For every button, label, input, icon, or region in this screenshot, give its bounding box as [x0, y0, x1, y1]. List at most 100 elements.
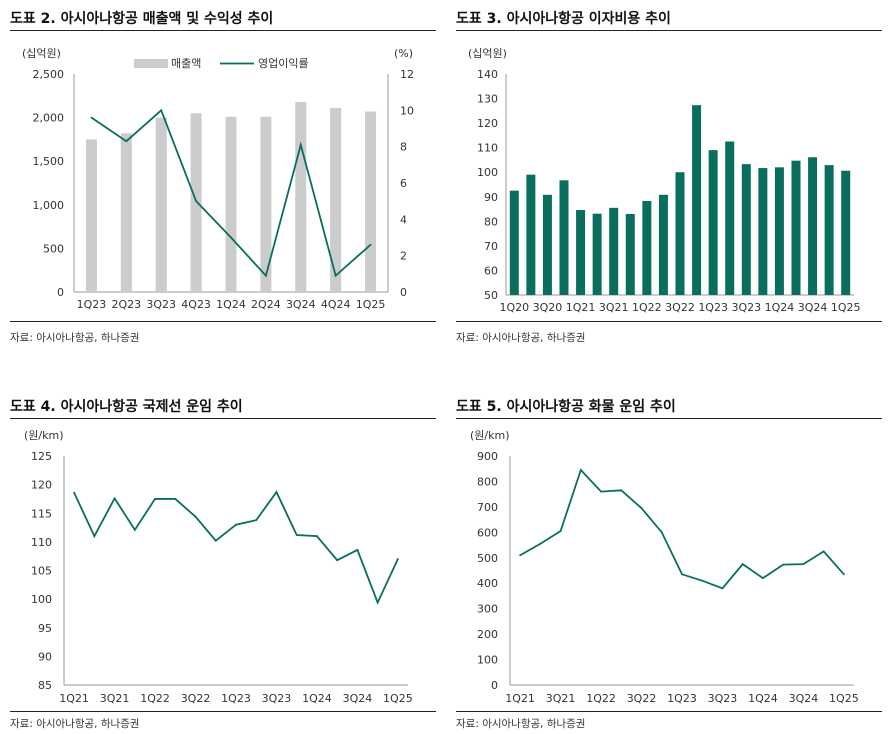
x-tick-label: 1Q23 — [221, 692, 251, 705]
data-point — [356, 548, 359, 551]
y-tick-label-left: 2,500 — [33, 68, 65, 81]
data-point — [519, 554, 522, 557]
legend-label-operating-margin: 영업이익률 — [258, 57, 309, 70]
bar-interest-expense — [609, 207, 619, 295]
source-note: 자료: 아시아나항공, 하나증권 — [10, 718, 140, 730]
y-tick-label: 90 — [484, 191, 498, 204]
y-tick-label-left: 0 — [57, 286, 64, 299]
line-intl-fare — [73, 490, 399, 605]
data-point — [235, 523, 237, 526]
data-point — [214, 539, 217, 542]
point-operating-margin — [125, 140, 128, 143]
x-tick-label: 3Q24 — [798, 301, 828, 314]
x-tick-label: 3Q21 — [599, 301, 629, 314]
data-point — [741, 563, 744, 566]
y-tick-label: 800 — [477, 475, 498, 488]
x-tick-label: 1Q23 — [77, 298, 107, 311]
data-point — [721, 587, 724, 590]
y-tick-label: 130 — [477, 93, 498, 106]
intl-fare-chart-svg: (원/km) 85 90 95 100 105 110 115 120 125 1Q21 3Q21 1Q… — [24, 429, 413, 705]
x-tick-label: 3Q20 — [533, 301, 563, 314]
x-tick-label: 1Q21 — [505, 692, 535, 705]
x-tick-label: 3Q22 — [627, 692, 657, 705]
data-point — [600, 490, 602, 493]
bar-revenue — [120, 133, 132, 292]
x-tick-label: 1Q21 — [59, 692, 89, 705]
data-point — [620, 489, 623, 492]
bar-interest-expense — [559, 180, 569, 295]
x-tick-label: 3Q24 — [286, 298, 316, 311]
x-tick-label: 3Q21 — [100, 692, 130, 705]
y-tick-label: 90 — [38, 650, 52, 663]
chart-panel-cargo-fare: 도표 5. 아시아나항공 화물 운임 추이 (원/km) 0 100 200 300 40… — [456, 396, 882, 732]
x-tick-label: 3Q22 — [665, 301, 695, 314]
y-tick-label: 95 — [38, 622, 52, 635]
bar-interest-expense — [791, 160, 801, 295]
bar-interest-expense — [542, 194, 552, 295]
y-tick-label-right: 6 — [400, 177, 407, 190]
y-tick-label: 120 — [477, 117, 498, 130]
x-tick-label: 2Q24 — [251, 298, 281, 311]
data-point — [174, 498, 177, 500]
y-axis-label-left: (십억원) — [22, 47, 61, 60]
y-tick-label-right: 8 — [400, 141, 407, 154]
data-point — [782, 563, 785, 566]
x-tick-label: 4Q24 — [321, 298, 351, 311]
y-axis-label: (원/km) — [24, 429, 64, 442]
chart-panel-intl-fare: 도표 4. 아시아나항공 국제선 운임 추이 (원/km) 85 90 95 100 10… — [10, 396, 436, 732]
y-tick-label: 80 — [484, 215, 498, 228]
point-operating-margin — [160, 109, 163, 112]
title-divider — [10, 418, 436, 419]
bar-interest-expense — [692, 105, 702, 296]
bar-revenue — [85, 139, 97, 292]
x-tick-label: 1Q22 — [632, 301, 662, 314]
bar-interest-expense — [509, 190, 519, 295]
data-point — [316, 535, 318, 538]
data-point — [295, 534, 298, 536]
y-tick-label: 100 — [477, 166, 498, 179]
y-tick-label: 900 — [477, 450, 498, 463]
x-tick-label: 1Q20 — [499, 301, 529, 314]
data-point — [842, 573, 845, 576]
bar-interest-expense — [774, 167, 784, 295]
bar-interest-expense — [642, 200, 652, 295]
y-tick-label: 110 — [31, 536, 52, 549]
bar-interest-expense — [708, 150, 718, 295]
revenue-chart-svg: (십억원) (%) 0 500 1,000 1,500 2,000 2,500 0 2 4 6 8 10 1… — [22, 47, 414, 311]
x-tick-label: 1Q24 — [765, 301, 795, 314]
y-axis-label-right: (%) — [394, 47, 413, 60]
data-point — [154, 498, 156, 500]
x-tick-label: 1Q24 — [748, 692, 778, 705]
y-tick-label-right: 10 — [400, 104, 414, 117]
data-point — [113, 497, 116, 500]
x-tick-label: 3Q23 — [262, 692, 292, 705]
chart-title: 도표 3. 아시아나항공 이자비용 추이 — [456, 11, 671, 27]
bar-interest-expense — [741, 164, 751, 295]
bar-interest-expense — [592, 213, 602, 295]
data-point — [255, 519, 258, 522]
x-tick-label: 4Q23 — [181, 298, 211, 311]
bar-revenue — [155, 117, 167, 292]
bar-revenue — [190, 113, 202, 293]
y-tick-label: 125 — [31, 450, 52, 463]
point-operating-margin — [230, 236, 232, 239]
source-note: 자료: 아시아나항공, 하나증권 — [456, 332, 586, 344]
data-point — [660, 531, 663, 534]
y-tick-label-left: 1,500 — [33, 155, 65, 168]
y-tick-label: 100 — [477, 654, 498, 667]
y-tick-label: 50 — [484, 289, 498, 302]
source-divider — [456, 711, 882, 712]
point-operating-margin — [369, 243, 372, 246]
data-point — [396, 558, 399, 560]
bar-interest-expense — [808, 157, 818, 295]
data-point — [681, 573, 683, 576]
data-point — [275, 491, 278, 493]
x-tick-label: 3Q23 — [731, 301, 761, 314]
data-point — [762, 577, 764, 580]
y-tick-label: 110 — [477, 142, 498, 155]
x-tick-label: 1Q25 — [383, 692, 413, 705]
bar-revenue — [330, 108, 342, 293]
y-tick-label-left: 500 — [43, 242, 64, 255]
x-tick-label: 1Q25 — [356, 298, 386, 311]
y-tick-label: 70 — [484, 240, 498, 253]
